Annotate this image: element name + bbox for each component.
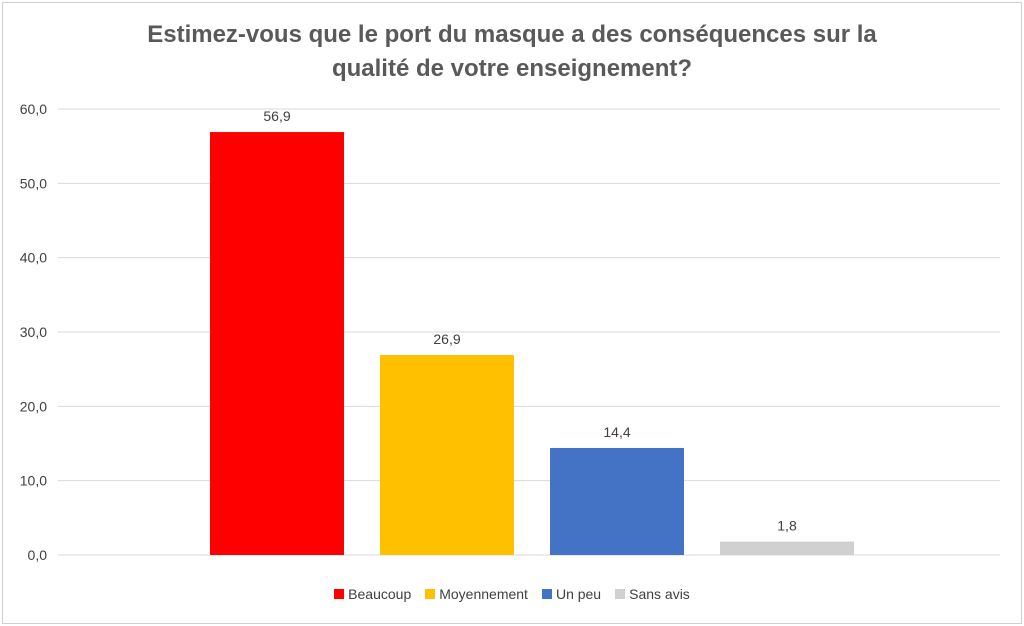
legend-swatch bbox=[615, 589, 626, 599]
chart-legend: Beaucoup Moyennement Un peu Sans avis bbox=[0, 586, 1024, 602]
y-tick-label: 40,0 bbox=[20, 250, 47, 266]
legend-swatch bbox=[334, 589, 345, 599]
legend-label: Beaucoup bbox=[348, 586, 412, 602]
bar-un-peu bbox=[550, 447, 684, 555]
bar-data-label: 14,4 bbox=[603, 424, 630, 440]
legend-swatch bbox=[541, 589, 552, 599]
y-tick-label: 50,0 bbox=[20, 175, 47, 191]
legend-item: Beaucoup bbox=[334, 586, 411, 602]
bar-data-label: 1,8 bbox=[777, 518, 797, 534]
legend-item: Un peu bbox=[541, 586, 602, 602]
legend-item: Sans avis bbox=[615, 586, 690, 602]
bar-data-label: 56,9 bbox=[263, 108, 290, 124]
bar-moyennement bbox=[380, 355, 514, 555]
y-tick-label: 60,0 bbox=[20, 101, 47, 117]
y-tick-label: 20,0 bbox=[20, 398, 47, 414]
y-tick-label: 10,0 bbox=[20, 473, 47, 489]
legend-label: Sans avis bbox=[629, 586, 690, 602]
legend-label: Un peu bbox=[555, 586, 602, 602]
chart-title: Estimez-vous que le port du masque a des… bbox=[0, 18, 1024, 86]
legend-swatch bbox=[425, 589, 436, 599]
bar-data-label: 26,9 bbox=[433, 331, 460, 347]
y-tick-label: 0,0 bbox=[28, 547, 48, 563]
bar-sans-avis bbox=[720, 541, 854, 555]
legend-item: Moyennement bbox=[425, 586, 528, 602]
chart-title-line-2: qualité de votre enseignement? bbox=[331, 55, 693, 82]
legend-label: Moyennement bbox=[439, 586, 528, 602]
bar-beaucoup bbox=[210, 132, 344, 555]
y-tick-label: 30,0 bbox=[20, 324, 47, 340]
chart-title-line-1: Estimez-vous que le port du masque a des… bbox=[147, 21, 877, 48]
